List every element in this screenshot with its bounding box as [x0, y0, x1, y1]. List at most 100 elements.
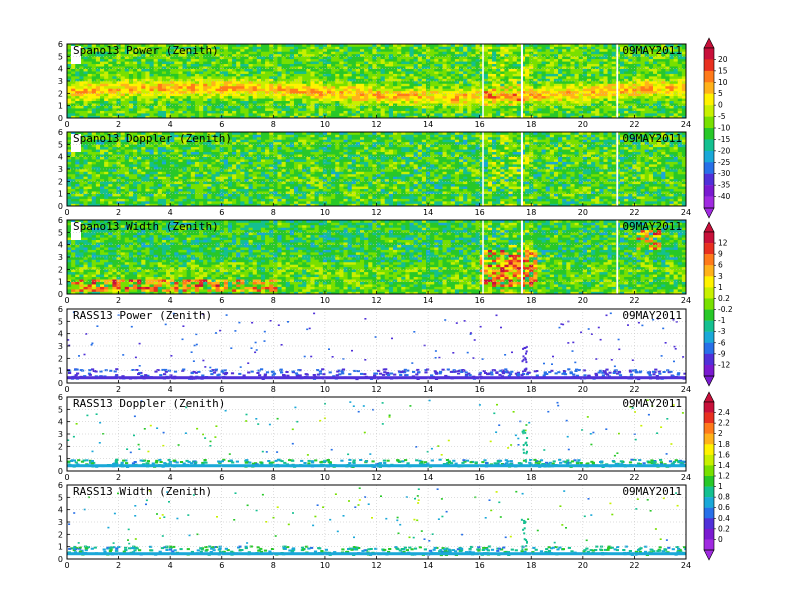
- colorbar-swatch: [704, 287, 714, 299]
- colorbar-swatch: [704, 507, 714, 519]
- y-tick-label: 1: [58, 278, 63, 287]
- x-tick-label: 20: [578, 208, 588, 217]
- blank-cell: [71, 134, 81, 152]
- colorbar-swatch: [704, 173, 714, 186]
- colorbar-top-arrow: [703, 37, 715, 49]
- x-tick-label: 4: [168, 385, 173, 394]
- x-tick-label: 14: [423, 120, 433, 129]
- colorbar-swatch: [704, 254, 714, 266]
- colorbar-label: -12: [718, 360, 730, 369]
- x-tick-label: 24: [681, 473, 691, 482]
- colorbar-bottom-arrow: [703, 375, 715, 387]
- x-tick-label: 24: [681, 120, 691, 129]
- colorbar-swatch: [704, 444, 714, 456]
- x-tick-label: 22: [629, 208, 639, 217]
- colorbar-swatch: [704, 70, 714, 83]
- x-tick-label: 12: [371, 385, 381, 394]
- x-tick-label: 20: [578, 561, 588, 570]
- colorbar-swatch: [704, 518, 714, 530]
- colorbar-label: 0: [718, 101, 723, 110]
- y-tick-label: 1: [58, 455, 63, 464]
- colorbar-label: 1.8: [718, 440, 730, 449]
- x-tick-label: 0: [64, 296, 69, 305]
- x-tick-label: 16: [475, 120, 485, 129]
- y-tick-label: 2: [58, 354, 63, 363]
- colorbar-swatch: [704, 298, 714, 310]
- y-tick-label: 5: [58, 493, 63, 502]
- panel-date: 09MAY2011: [622, 397, 682, 410]
- data-gap: [482, 44, 484, 118]
- colorbar-swatch: [704, 309, 714, 321]
- x-tick-label: 14: [423, 208, 433, 217]
- colorbar-label: 1.4: [718, 461, 730, 470]
- colorbar-swatch: [704, 454, 714, 466]
- x-tick-label: 8: [271, 385, 276, 394]
- y-tick-label: 6: [58, 40, 63, 49]
- data-gap: [616, 220, 619, 294]
- colorbar-frame: [703, 231, 715, 377]
- colorbar-label: 1.6: [718, 450, 730, 459]
- x-tick-label: 0: [64, 385, 69, 394]
- colorbar-swatch: [704, 82, 714, 94]
- colorbar-swatch: [704, 276, 714, 288]
- x-tick-label: 18: [526, 473, 536, 482]
- colorbar-swatch: [704, 162, 714, 174]
- data-gap: [520, 220, 523, 294]
- colorbar-swatch: [704, 465, 714, 477]
- y-tick-label: 1: [58, 190, 63, 199]
- x-tick-label: 10: [320, 385, 330, 394]
- colorbar-swatch: [704, 185, 714, 197]
- y-tick-label: 4: [58, 506, 63, 515]
- colorbar-swatch: [704, 486, 714, 498]
- colorbar-swatch: [704, 353, 714, 366]
- x-tick-label: 6: [219, 473, 224, 482]
- colorbar-swatch: [704, 93, 714, 106]
- x-tick-label: 6: [219, 120, 224, 129]
- x-tick-label: 2: [116, 120, 121, 129]
- x-tick-label: 22: [629, 561, 639, 570]
- y-tick-label: 2: [58, 442, 63, 451]
- colorbar-swatch: [704, 59, 714, 72]
- x-tick-label: 2: [116, 385, 121, 394]
- panel-title: RASS13 Doppler (Zenith): [73, 397, 225, 410]
- colorbar-label: 9: [718, 250, 723, 259]
- colorbar-A: 20 15 10 5 0 -5 -10 -15 -20 -25 -30 -35 -40: [703, 37, 730, 219]
- x-tick-label: 20: [578, 473, 588, 482]
- y-tick-label: 1: [58, 367, 63, 376]
- x-tick-label: 4: [168, 296, 173, 305]
- panel-title: Spano13 Doppler (Zenith): [73, 132, 232, 145]
- y-tick-label: 6: [58, 481, 63, 490]
- colorbar-label: -40: [718, 192, 730, 201]
- x-tick-label: 8: [271, 208, 276, 217]
- y-tick-label: 5: [58, 405, 63, 414]
- x-tick-label: 4: [168, 208, 173, 217]
- x-tick-label: 10: [320, 296, 330, 305]
- x-tick-label: 2: [116, 561, 121, 570]
- colorbar-swatch: [704, 196, 714, 209]
- colorbar-top-arrow: [703, 221, 715, 233]
- y-tick-label: 0: [58, 467, 63, 476]
- panel-cells: [67, 309, 686, 383]
- x-tick-label: 16: [475, 561, 485, 570]
- colorbar-swatch: [704, 232, 714, 244]
- y-tick-label: 3: [58, 430, 63, 439]
- colorbar-swatch: [704, 476, 714, 487]
- x-tick-label: 6: [219, 208, 224, 217]
- x-tick-label: 20: [578, 120, 588, 129]
- x-tick-label: 10: [320, 120, 330, 129]
- data-gap: [520, 44, 523, 118]
- colorbar-label: 10: [718, 78, 728, 87]
- colorbar-swatch: [704, 342, 714, 355]
- x-tick-label: 16: [475, 296, 485, 305]
- x-tick-label: 6: [219, 561, 224, 570]
- y-tick-label: 3: [58, 518, 63, 527]
- colorbar-label: 15: [718, 66, 728, 75]
- colorbar-swatch: [704, 116, 714, 129]
- y-tick-label: 4: [58, 153, 63, 162]
- rass-base-strip: [67, 376, 686, 380]
- panel-date: 09MAY2011: [622, 44, 682, 57]
- x-tick-label: 8: [271, 296, 276, 305]
- colorbar-label: -15: [718, 135, 730, 144]
- y-tick-label: 0: [58, 202, 63, 211]
